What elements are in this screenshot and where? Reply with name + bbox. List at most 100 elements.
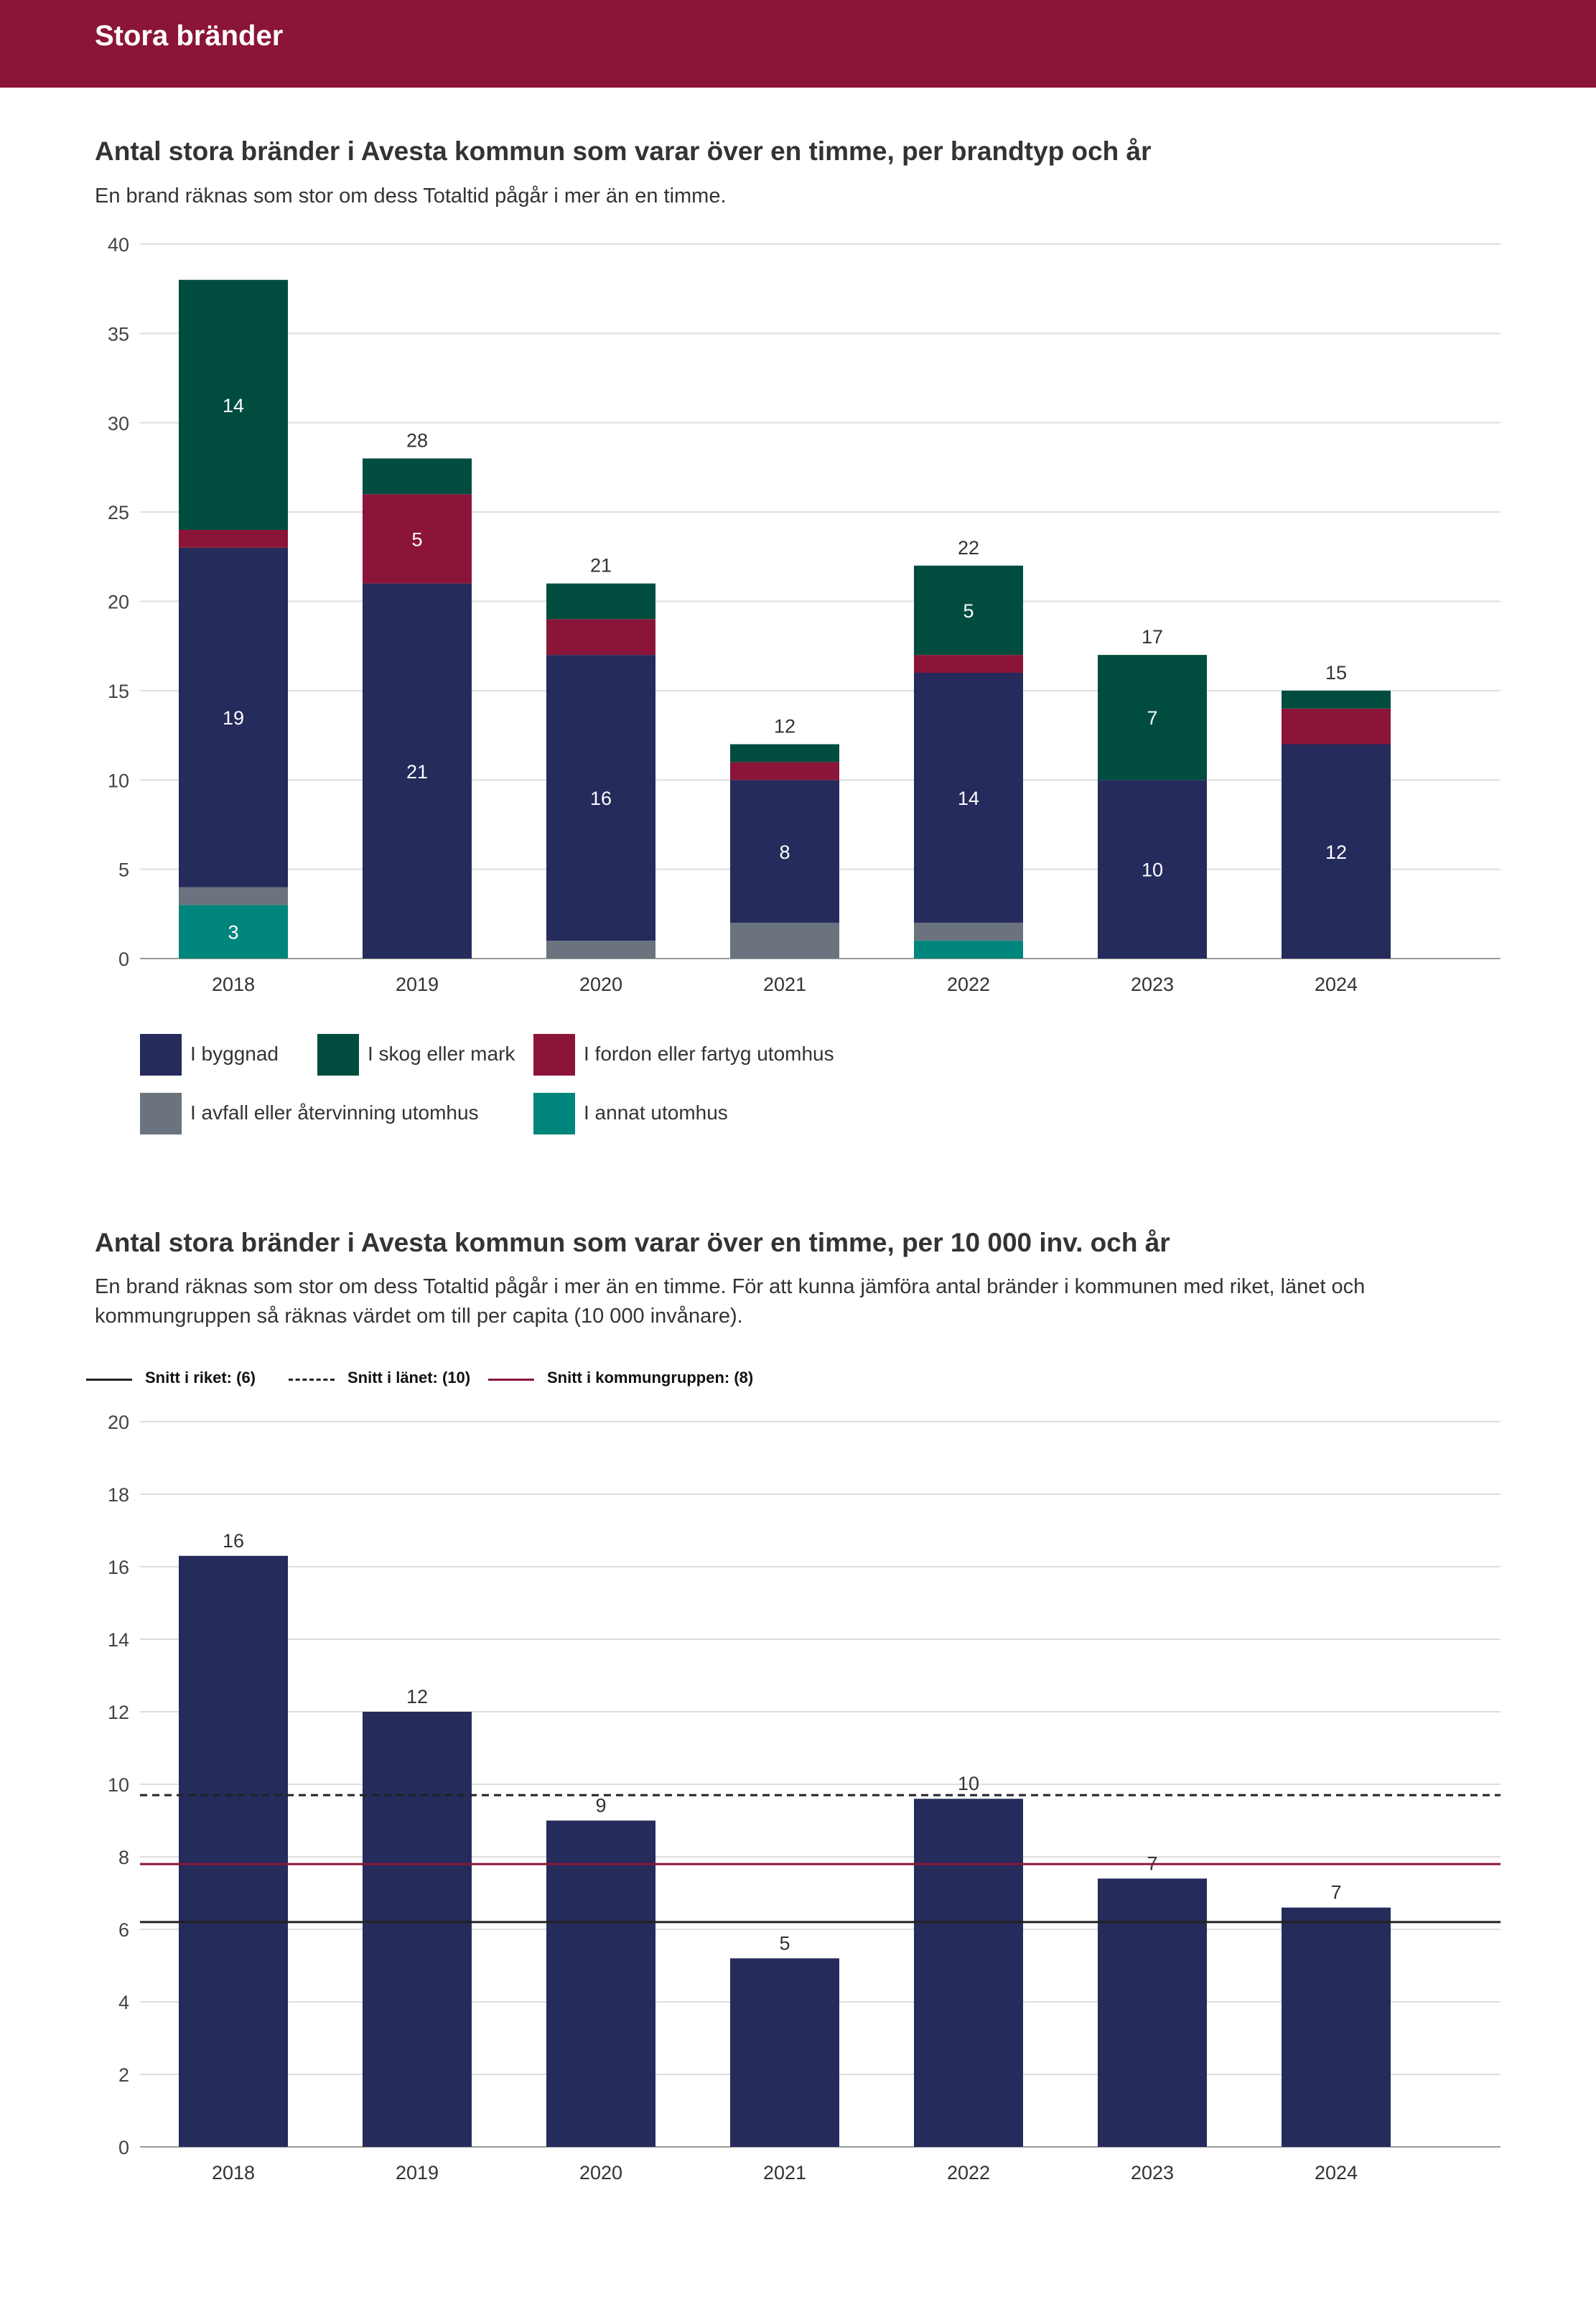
y-tick-label: 40 <box>108 234 129 256</box>
x-tick-label: 2021 <box>763 2162 806 2184</box>
y-tick-label: 8 <box>118 1847 129 1868</box>
bar <box>179 1555 288 2147</box>
bar-total-label: 17 <box>1142 626 1163 648</box>
ref-label-kommungrupp: Snitt i kommungruppen: (8) <box>547 1369 754 1386</box>
chart2-title: Antal stora bränder i Avesta kommun som … <box>95 1228 1170 1257</box>
bar-total-label: 22 <box>958 537 979 559</box>
chart2-description: En brand räknas som stor om dess Totalti… <box>95 1275 1366 1328</box>
chart1-stacked-bar: 0 5 10 15 20 25 30 35 40 3 19 14 2018 21 5 28 2019 16 21 20… <box>108 234 1501 995</box>
segment-value-label: 14 <box>958 788 979 809</box>
bar-segment <box>730 780 839 923</box>
y-tick-label: 4 <box>118 1992 129 2013</box>
bar-segment <box>546 655 655 941</box>
segment-value-label: 19 <box>223 707 244 729</box>
x-tick-label: 2019 <box>396 974 439 995</box>
segment-value-label: 12 <box>1325 842 1347 863</box>
bar-segment <box>914 923 1023 941</box>
y-tick-label: 16 <box>108 1557 129 1578</box>
bar-segment <box>730 762 839 780</box>
legend-swatch-avfall <box>140 1093 182 1134</box>
bar-value-label: 10 <box>958 1773 979 1794</box>
x-tick-label: 2018 <box>212 2162 255 2184</box>
segment-value-label: 7 <box>1147 707 1157 729</box>
y-tick-label: 18 <box>108 1484 129 1506</box>
ref-label-lanet: Snitt i länet: (10) <box>347 1369 471 1386</box>
chart1-description: En brand räknas som stor om dess Totalti… <box>95 185 727 208</box>
segment-value-label: 3 <box>228 922 238 943</box>
bar <box>914 1799 1023 2147</box>
bar-total-label: 15 <box>1325 662 1347 684</box>
legend-swatch-skog <box>317 1034 359 1076</box>
y-tick-label: 15 <box>108 681 129 702</box>
bar-value-label: 7 <box>1330 1882 1341 1903</box>
bar <box>363 1712 472 2147</box>
bar-segment <box>730 923 839 959</box>
bar <box>1282 1907 1391 2147</box>
legend-label-byggnad: I byggnad <box>190 1043 279 1065</box>
bar-segment <box>363 458 472 495</box>
y-tick-label: 20 <box>108 592 129 613</box>
bar-segment <box>179 887 288 905</box>
bar-segment <box>914 673 1023 923</box>
y-tick-label: 2 <box>118 2064 129 2086</box>
y-tick-label: 10 <box>108 1774 129 1796</box>
y-tick-label: 14 <box>108 1629 129 1651</box>
chart1-title: Antal stora bränder i Avesta kommun som … <box>95 136 1152 166</box>
y-tick-label: 10 <box>108 770 129 791</box>
bar-segment <box>1282 708 1391 745</box>
chart2-reference-legend: Snitt i riket: (6) Snitt i länet: (10) S… <box>86 1364 948 1393</box>
bar-total-label: 21 <box>590 555 612 577</box>
x-tick-label: 2020 <box>579 2162 622 2184</box>
x-tick-label: 2023 <box>1131 2162 1174 2184</box>
x-tick-label: 2022 <box>947 974 990 995</box>
bar-value-label: 5 <box>779 1932 790 1954</box>
y-tick-label: 0 <box>118 2137 129 2158</box>
chart2-bar: 0 2 4 6 8 10 12 14 16 18 20 16 2018 12 2019 9 2020 5 2021 1… <box>108 1412 1501 2184</box>
bar-segment <box>1098 780 1207 959</box>
bar-segment <box>546 583 655 620</box>
legend-swatch-fordon <box>533 1034 575 1076</box>
segment-value-label: 16 <box>590 788 612 809</box>
bar-segment <box>1098 655 1207 780</box>
segment-value-label: 10 <box>1142 859 1163 881</box>
page-title: Stora bränder <box>95 20 284 52</box>
bar-segment <box>179 905 288 959</box>
bar-total-label: 12 <box>774 716 795 737</box>
x-tick-label: 2023 <box>1131 974 1174 995</box>
segment-value-label: 5 <box>963 600 974 622</box>
bar-segment <box>914 565 1023 656</box>
y-tick-label: 0 <box>118 949 129 970</box>
bar-segment <box>1282 690 1391 709</box>
y-tick-label: 30 <box>108 413 129 434</box>
bar <box>730 1958 839 2147</box>
x-tick-label: 2018 <box>212 974 255 995</box>
legend-label-skog: I skog eller mark <box>368 1043 515 1065</box>
bar-segment <box>179 530 288 548</box>
ref-line-swatch-lanet <box>289 1379 335 1381</box>
legend-swatch-byggnad <box>140 1034 182 1076</box>
x-tick-label: 2024 <box>1315 2162 1358 2184</box>
bar-segment <box>363 494 472 584</box>
bar <box>1098 1878 1207 2147</box>
x-tick-label: 2020 <box>579 974 622 995</box>
y-tick-label: 25 <box>108 502 129 523</box>
y-tick-label: 12 <box>108 1702 129 1723</box>
segment-value-label: 5 <box>411 528 422 550</box>
bar-segment <box>363 583 472 959</box>
bar-segment <box>914 941 1023 959</box>
x-tick-label: 2022 <box>947 2162 990 2184</box>
bar-total-label: 28 <box>406 430 428 452</box>
bar-segment <box>546 941 655 959</box>
page-header: Stora bränder <box>0 0 1596 88</box>
x-tick-label: 2019 <box>396 2162 439 2184</box>
y-tick-label: 20 <box>108 1412 129 1433</box>
ref-label-riket: Snitt i riket: (6) <box>145 1369 256 1386</box>
bar-segment <box>1282 744 1391 959</box>
ref-line-swatch-kommungrupp <box>488 1379 534 1381</box>
legend-label-fordon: I fordon eller fartyg utomhus <box>584 1043 834 1065</box>
bar-segment <box>179 547 288 887</box>
y-tick-label: 5 <box>118 859 129 881</box>
bar-segment <box>546 619 655 656</box>
y-tick-label: 35 <box>108 323 129 345</box>
legend-label-annat: I annat utomhus <box>584 1101 728 1124</box>
